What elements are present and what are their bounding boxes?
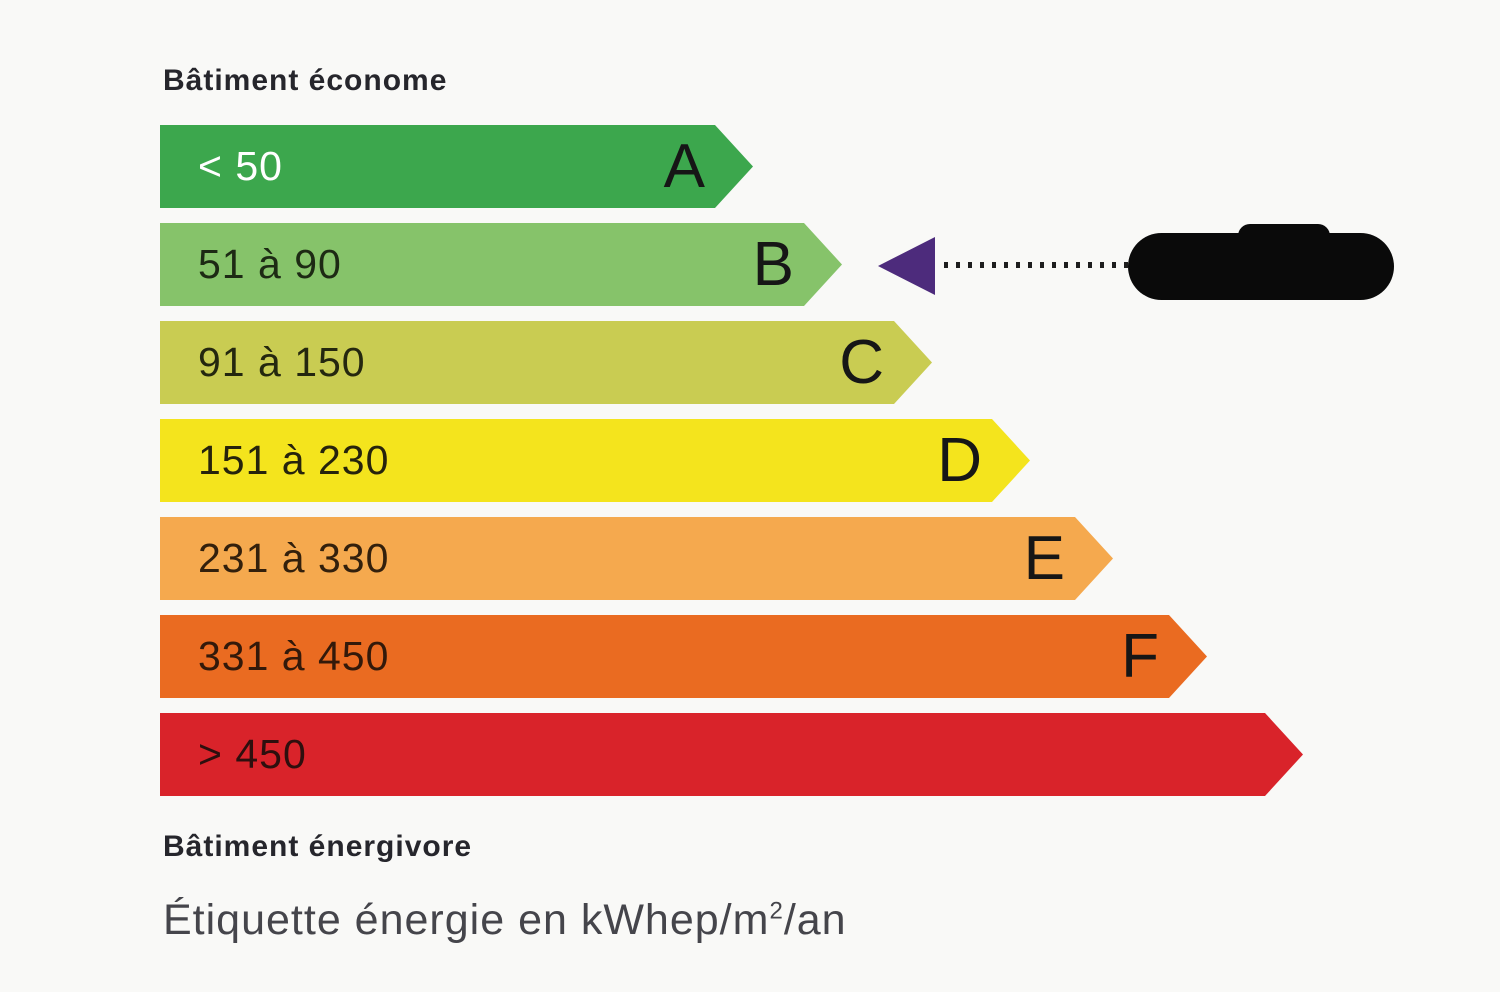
scale-top-label: Bâtiment économe	[163, 64, 448, 97]
energy-class-bar-A: < 50 A	[160, 125, 753, 208]
pointer-dotted-line	[944, 262, 1130, 268]
caption-superscript: 2	[769, 897, 784, 925]
caption-suffix: /an	[783, 896, 847, 944]
chart-caption: Étiquette énergie en kWhep/m2/an	[163, 896, 847, 945]
class-letter: C	[839, 327, 884, 397]
pointer-arrow-icon	[878, 237, 935, 295]
class-letter: B	[752, 229, 794, 299]
redacted-value-box	[1128, 233, 1394, 300]
energy-class-bar-F: 331 à 450 F	[160, 615, 1207, 698]
range-label: 51 à 90	[198, 241, 342, 287]
range-label: 231 à 330	[198, 535, 390, 581]
range-label: 331 à 450	[198, 633, 390, 679]
scale-bottom-label: Bâtiment énergivore	[163, 830, 473, 863]
range-label: 151 à 230	[198, 437, 390, 483]
energy-class-bar-B: 51 à 90 B	[160, 223, 842, 306]
class-letter: F	[1121, 621, 1159, 691]
class-letter: A	[663, 131, 705, 201]
range-label: > 450	[198, 731, 307, 777]
range-label: 91 à 150	[198, 339, 366, 385]
energy-class-bar-D: 151 à 230 D	[160, 419, 1030, 502]
caption-prefix: Étiquette énergie en kWhep/m	[163, 896, 770, 944]
class-letter: E	[1023, 523, 1065, 593]
energy-class-bar-C: 91 à 150 C	[160, 321, 932, 404]
range-label: < 50	[198, 143, 283, 189]
class-letter: D	[937, 425, 982, 495]
energy-class-bar-E: 231 à 330 E	[160, 517, 1113, 600]
energy-class-bar-last: > 450	[160, 713, 1303, 796]
